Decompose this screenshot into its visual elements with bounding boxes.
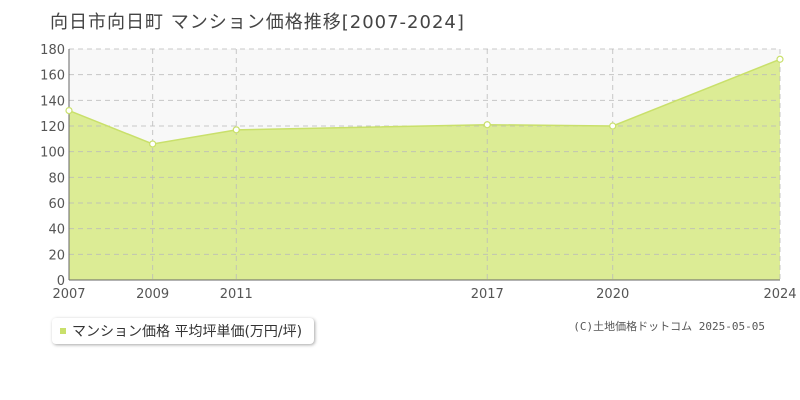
data-point (65, 106, 73, 115)
data-point (149, 140, 157, 148)
y-tick-label: 80 (48, 171, 65, 186)
legend: マンション価格 平均坪単価(万円/坪) (52, 318, 315, 344)
data-point (483, 121, 491, 129)
data-point (609, 122, 617, 130)
legend-label: マンション価格 平均坪単価(万円/坪) (72, 324, 303, 340)
y-tick-label: 0 (57, 274, 65, 289)
y-tick-label: 120 (40, 120, 65, 135)
y-tick-label: 160 (40, 69, 65, 84)
x-tick-label: 2009 (136, 287, 169, 302)
y-tick-label: 60 (48, 197, 65, 212)
credit-text: (C)土地価格ドットコム 2025-05-05 (573, 320, 765, 333)
y-tick-label: 140 (40, 94, 65, 109)
y-tick-label: 180 (40, 43, 65, 58)
y-tick-label: 100 (40, 146, 65, 161)
x-tick-label: 2007 (52, 287, 85, 302)
series-line (68, 58, 781, 145)
y-tick-label: 20 (48, 248, 65, 263)
y-tick-label: 40 (48, 223, 65, 238)
x-tick-label: 2011 (220, 287, 253, 302)
x-tick-label: 2024 (763, 287, 796, 302)
chart-title: 向日市向日町 マンション価格推移[2007-2024] (50, 12, 465, 33)
x-tick-label: 2017 (471, 287, 504, 302)
data-point (232, 126, 240, 134)
x-tick-label: 2020 (596, 287, 629, 302)
data-point (776, 55, 784, 63)
series-area (69, 59, 780, 281)
legend-swatch (60, 328, 66, 334)
